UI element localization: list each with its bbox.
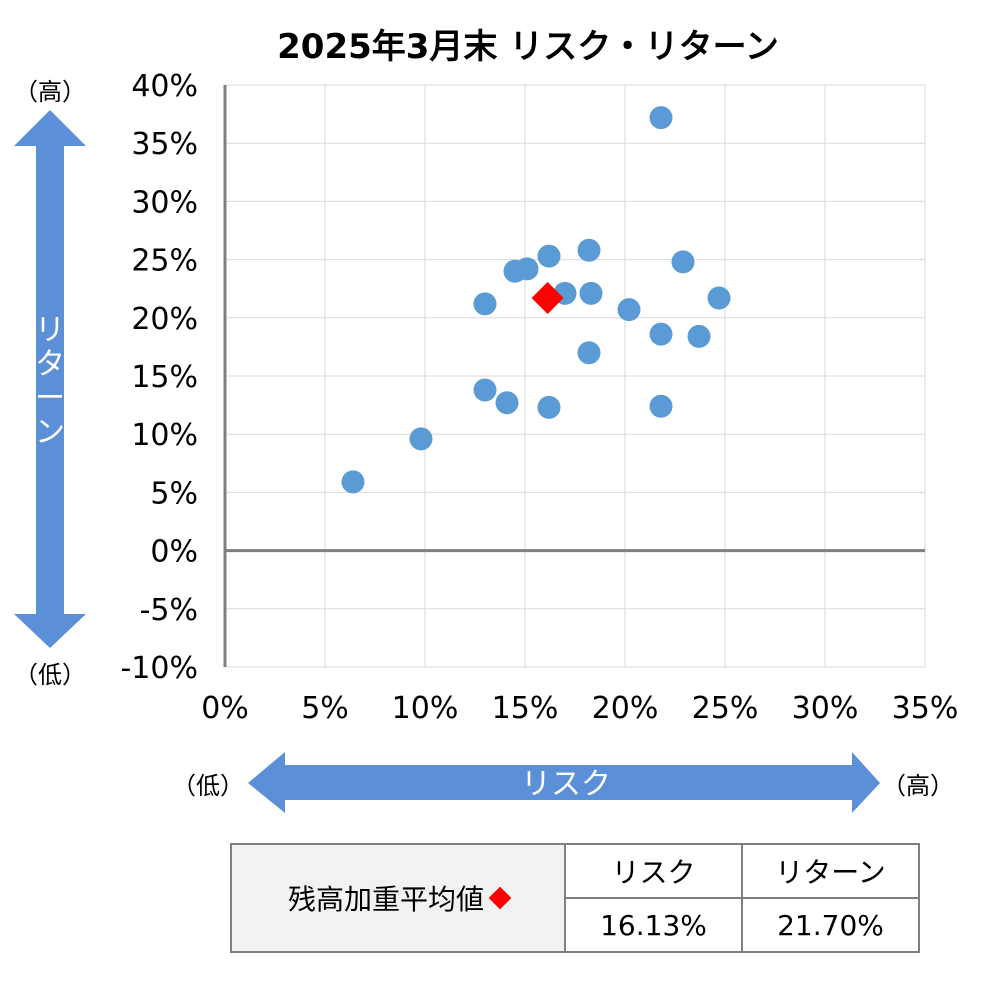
y-axis-label: リターン (35, 313, 65, 450)
weighted-average-table: 残高加重平均値 リスク リターン 16.13% 21.70% (230, 843, 920, 953)
y-tick-label: 0% (150, 535, 198, 570)
data-point (579, 281, 603, 305)
y-tick-label: 30% (131, 185, 198, 220)
data-point (515, 257, 539, 281)
data-point (671, 250, 695, 274)
y-tick-label: 10% (131, 418, 198, 453)
data-points (341, 106, 731, 494)
data-point (577, 341, 601, 365)
data-point (495, 391, 519, 415)
y-axis-label-char: ー (35, 381, 65, 416)
data-point (473, 378, 497, 402)
header-return: リターン (741, 843, 920, 899)
y-tick-label: 20% (131, 302, 198, 337)
y-tick-label: 35% (131, 127, 198, 162)
y-axis-label-char: タ (35, 347, 65, 382)
data-point (537, 244, 561, 268)
row-label-cell: 残高加重平均値 (230, 843, 566, 953)
y-axis-ticks: 40% 35% 30% 25% 20% 15% 10% 5% 0% -5% -10% (120, 69, 198, 686)
weighted-average-marker (531, 282, 564, 315)
table-row: 残高加重平均値 リスク リターン (230, 843, 920, 953)
y-tick-label: -5% (140, 593, 198, 628)
y-axis-label-char: ン (35, 415, 65, 450)
data-point (577, 238, 601, 262)
x-axis-label: リスク (521, 767, 611, 802)
row-label: 残高加重平均値 (287, 883, 484, 916)
x-axis-high-label: （高） (882, 772, 954, 800)
y-axis-low-label: （低） (14, 661, 86, 689)
data-point (649, 106, 673, 130)
x-tick-label: 30% (792, 691, 859, 726)
table-row: 16.13% 21.70% (231, 897, 920, 953)
x-tick-label: 35% (892, 691, 959, 726)
y-tick-label: 40% (131, 69, 198, 104)
y-tick-label: 25% (131, 244, 198, 279)
chart-title: 2025年3月末 リスク・リターン (277, 27, 779, 67)
y-axis-label-char: リ (35, 313, 65, 348)
data-point (687, 324, 711, 348)
data-point (341, 470, 365, 494)
diamond-marker-icon (488, 886, 512, 910)
x-tick-label: 0% (201, 691, 249, 726)
x-tick-label: 15% (492, 691, 559, 726)
y-tick-label: 15% (131, 360, 198, 395)
x-tick-label: 5% (301, 691, 349, 726)
data-point (707, 286, 731, 310)
x-tick-label: 20% (592, 691, 659, 726)
y-axis-arrow (14, 110, 86, 648)
y-tick-label: 5% (150, 476, 198, 511)
data-point (473, 292, 497, 316)
x-tick-label: 10% (392, 691, 459, 726)
x-axis-arrow (248, 752, 880, 813)
data-point (649, 322, 673, 346)
y-axis-high-label: （高） (14, 78, 86, 106)
data-point (409, 427, 433, 451)
value-return: 21.70% (741, 897, 920, 953)
y-tick-label: -10% (120, 651, 198, 686)
data-point (617, 298, 641, 322)
value-risk: 16.13% (564, 897, 743, 953)
header-risk: リスク (564, 843, 743, 899)
x-axis-low-label: （低） (172, 772, 244, 800)
data-point (537, 395, 561, 419)
data-point (649, 394, 673, 418)
risk-return-chart: 2025年3月末 リスク・リターン 40% 35% 30% 25% 20% 15% 10% 5… (14, 27, 958, 813)
plot-grid (223, 84, 926, 668)
x-tick-label: 25% (692, 691, 759, 726)
x-axis-ticks: 0% 5% 10% 15% 20% 25% 30% 35% (201, 691, 958, 726)
